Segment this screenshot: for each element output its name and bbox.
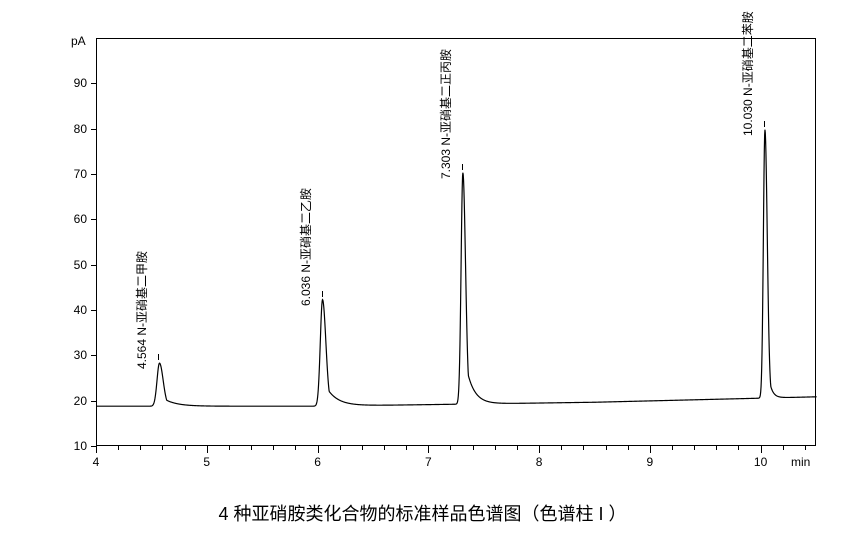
y-tick-label: 20	[61, 394, 87, 408]
x-tick-label: 8	[531, 455, 547, 469]
x-tick-minor	[162, 446, 163, 450]
y-tick-label: 30	[61, 348, 87, 362]
x-tick-minor	[517, 446, 518, 450]
y-tick-label: 60	[61, 212, 87, 226]
x-tick-major	[650, 446, 651, 453]
x-tick-minor	[229, 446, 230, 450]
x-axis-unit: min	[791, 455, 810, 469]
trace-polyline	[97, 130, 817, 407]
x-tick-label: 7	[420, 455, 436, 469]
y-tick	[91, 129, 96, 130]
peak-label: 4.564 N-亚硝基二甲胺	[133, 251, 150, 369]
x-tick-minor	[738, 446, 739, 450]
x-tick-minor	[628, 446, 629, 450]
x-tick-minor	[805, 446, 806, 450]
x-tick-major	[539, 446, 540, 453]
x-tick-minor	[495, 446, 496, 450]
x-tick-minor	[783, 446, 784, 450]
x-tick-label: 9	[642, 455, 658, 469]
x-tick-minor	[606, 446, 607, 450]
y-tick	[91, 174, 96, 175]
peak-label: 7.303 N-亚硝基二正丙胺	[437, 49, 454, 179]
y-tick	[91, 401, 96, 402]
peak-leader-line	[158, 354, 159, 360]
x-tick-minor	[340, 446, 341, 450]
x-tick-minor	[295, 446, 296, 450]
x-tick-minor	[694, 446, 695, 450]
x-tick-label: 5	[199, 455, 215, 469]
chromatogram-figure: 102030405060708090 45678910 pA min 4.564…	[38, 18, 825, 462]
x-tick-minor	[251, 446, 252, 450]
y-axis-unit: pA	[71, 34, 86, 48]
x-tick-minor	[672, 446, 673, 450]
x-tick-minor	[273, 446, 274, 450]
x-tick-major	[207, 446, 208, 453]
y-tick	[91, 265, 96, 266]
peak-label: 10.030 N-亚硝基二苯胺	[739, 11, 756, 136]
x-tick-minor	[406, 446, 407, 450]
peak-leader-line	[462, 164, 463, 170]
y-tick-label: 40	[61, 303, 87, 317]
x-tick-major	[428, 446, 429, 453]
y-tick-label: 80	[61, 122, 87, 136]
plot-area	[96, 38, 816, 446]
y-tick	[91, 310, 96, 311]
y-tick	[91, 219, 96, 220]
x-tick-minor	[118, 446, 119, 450]
peak-leader-line	[764, 121, 765, 127]
x-tick-label: 4	[88, 455, 104, 469]
y-tick-label: 50	[61, 258, 87, 272]
y-tick	[91, 83, 96, 84]
y-tick-label: 90	[61, 76, 87, 90]
peak-label: 6.036 N-亚硝基二乙胺	[297, 188, 314, 306]
x-tick-minor	[583, 446, 584, 450]
x-tick-label: 10	[753, 455, 769, 469]
y-tick-label: 10	[61, 439, 87, 453]
x-tick-label: 6	[310, 455, 326, 469]
peak-leader-line	[322, 291, 323, 297]
x-tick-minor	[384, 446, 385, 450]
x-tick-minor	[362, 446, 363, 450]
figure-caption: 4 种亚硝胺类化合物的标准样品色谱图（色谱柱 I ）	[0, 500, 845, 526]
chromatogram-trace	[97, 39, 817, 447]
x-tick-minor	[716, 446, 717, 450]
y-tick-label: 70	[61, 167, 87, 181]
x-tick-minor	[140, 446, 141, 450]
x-tick-major	[318, 446, 319, 453]
x-tick-minor	[561, 446, 562, 450]
x-tick-minor	[450, 446, 451, 450]
x-tick-major	[761, 446, 762, 453]
y-tick	[91, 355, 96, 356]
x-tick-major	[96, 446, 97, 453]
x-tick-minor	[185, 446, 186, 450]
x-tick-minor	[473, 446, 474, 450]
